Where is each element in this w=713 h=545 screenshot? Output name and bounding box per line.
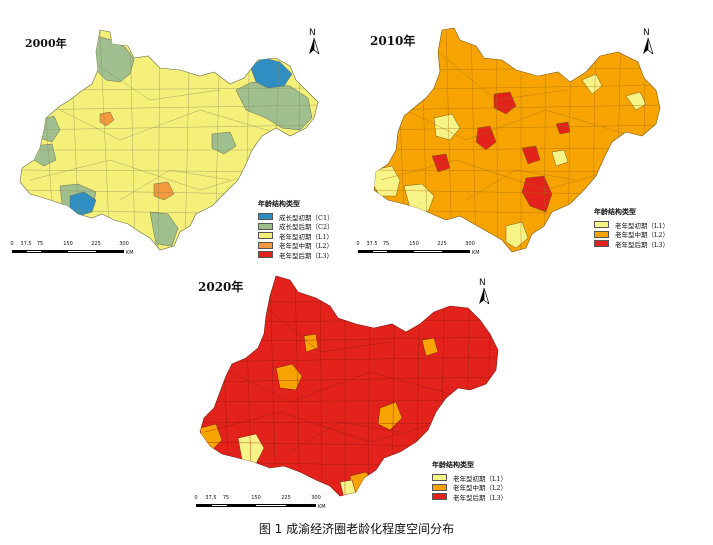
figure-caption: 图 1 成渝经济圈老龄化程度空间分布 (258, 522, 455, 536)
scale-tick: 75 (36, 241, 44, 247)
region-l3-ne (555, 121, 571, 135)
region-l3-east (521, 145, 541, 165)
region-l2-south (349, 471, 377, 496)
legend-item: 老年型初期（L1） (432, 473, 507, 483)
scale-bar-graphic (12, 250, 124, 253)
map-panel-2010: 2010年 N 年龄结构类型 老年型初期（L1） 老年型中期（L2） 老年型后期… (356, 0, 713, 270)
scale-tick: 150 (63, 241, 73, 247)
north-letter: N (643, 28, 650, 38)
map-2000 (19, 29, 319, 251)
legend-swatch (432, 483, 447, 491)
map-panel-2020: 2020年 N 年龄结构类型 老年型初期（L1） 老年型中期（L2） 老年型后期… (180, 272, 540, 517)
legend-item: 老年型初期（L1） (258, 231, 334, 241)
region-l1-center (433, 113, 461, 141)
region-l2-a (99, 111, 115, 127)
legend-label: 老年型初期（L1） (279, 232, 333, 241)
legend-item: 老年型中期（L2） (432, 483, 507, 493)
region-l2-northeast (421, 337, 439, 357)
scale-tick: 0 (194, 495, 198, 501)
legend-swatch (594, 240, 609, 248)
legend-label: 老年型后期（L3） (279, 251, 333, 260)
scale-unit: KM (472, 250, 480, 256)
legend-swatch (258, 213, 273, 221)
map-2020 (199, 275, 499, 497)
legend-item: 成长型后期（C2） (258, 222, 334, 232)
scale-tick: 75 (382, 241, 390, 247)
region-l1-west (374, 165, 401, 197)
region-l3-north (493, 91, 517, 115)
legend-label: 老年型初期（L1） (615, 221, 669, 230)
region-l1-east (551, 149, 569, 167)
legend-swatch (258, 241, 273, 249)
legend-title: 年龄结构类型 (432, 460, 474, 469)
map-year-label: 2020年 (198, 280, 244, 294)
legend-item: 老年型中期（L2） (594, 230, 669, 240)
region-l1-south (505, 221, 529, 249)
scale-tick: 225 (437, 241, 447, 247)
legend-swatch (432, 474, 447, 482)
legend-swatch (258, 232, 273, 240)
scale-tick: 75 (222, 495, 230, 501)
legend-label: 老年型初期（L1） (453, 474, 507, 483)
scale-bar-2020: 0 37.5 75 150 225 300 KM (194, 495, 334, 513)
legend-item: 老年型后期（L3） (258, 250, 334, 260)
north-arrow-icon: N (476, 278, 492, 304)
legend-item: 老年型后期（L3） (594, 239, 669, 249)
region-l3-center (475, 125, 497, 151)
scale-tick: 37.5 (20, 241, 32, 247)
scale-tick: 0 (356, 241, 360, 247)
scale-tick: 0 (10, 241, 14, 247)
scale-tick: 225 (91, 241, 101, 247)
scale-bar-2000: 0 37.5 75 150 225 300 KM (10, 241, 142, 259)
legend-label: 老年型中期（L2） (453, 484, 507, 493)
legend-label: 老年型中期（L2） (279, 242, 333, 251)
legend-label: 老年型后期（L3） (615, 240, 669, 249)
scale-tick: 150 (409, 241, 419, 247)
map-year-label: 2000年 (25, 37, 67, 50)
scale-bar-graphic (358, 250, 470, 253)
region-l3-west (431, 153, 451, 173)
scale-unit: KM (318, 504, 326, 510)
north-letter: N (309, 28, 316, 38)
map-year-label: 2010年 (370, 34, 416, 48)
legend-item: 老年型中期（L2） (258, 241, 334, 251)
north-arrow-icon: N (306, 28, 322, 54)
legend-2000: 年龄结构类型 成长型初期（C1） 成长型后期（C2） 老年型初期（L1） 老年型… (258, 199, 334, 260)
legend-label: 成长型后期（C2） (279, 223, 334, 232)
region-l2-b (153, 181, 175, 201)
scale-unit: KM (126, 250, 134, 256)
legend-title: 年龄结构类型 (594, 207, 636, 216)
legend-swatch (594, 230, 609, 238)
legend-2010: 年龄结构类型 老年型初期（L1） 老年型中期（L2） 老年型后期（L3） (594, 207, 669, 249)
legend-swatch (594, 221, 609, 229)
north-arrow-icon: N (640, 28, 656, 54)
scale-tick: 225 (281, 495, 291, 501)
legend-item: 成长型初期（C1） (258, 212, 334, 222)
scale-tick: 300 (311, 495, 321, 501)
legend-title: 年龄结构类型 (258, 199, 300, 208)
legend-label: 老年型后期（L3） (453, 493, 507, 502)
scale-bar-graphic (196, 504, 316, 507)
legend-label: 成长型初期（C1） (279, 213, 334, 222)
region-c2-south (149, 211, 179, 247)
map-panel-2000: 2000年 N 年龄结构类型 成长型初期（C1） 成长型后期（C2） 老年型初期… (0, 0, 356, 270)
north-letter: N (479, 278, 486, 288)
scale-tick: 300 (465, 241, 475, 247)
scale-tick: 37.5 (205, 495, 217, 501)
region-l1-southwest (237, 433, 265, 465)
legend-swatch (258, 222, 273, 230)
map-2010 (373, 27, 661, 253)
scale-bar-2010: 0 37.5 75 150 225 300 KM (356, 241, 486, 259)
legend-swatch (432, 493, 447, 501)
scale-tick: 150 (251, 495, 261, 501)
region-l2-center (275, 363, 303, 391)
scale-tick: 37.5 (366, 241, 378, 247)
region-c2-north (95, 35, 135, 83)
scale-tick: 300 (119, 241, 129, 247)
legend-2020: 年龄结构类型 老年型初期（L1） 老年型中期（L2） 老年型后期（L3） (432, 460, 507, 502)
legend-swatch (258, 251, 273, 259)
legend-label: 老年型中期（L2） (615, 231, 669, 240)
legend-item: 老年型后期（L3） (432, 492, 507, 502)
legend-item: 老年型初期（L1） (594, 220, 669, 230)
